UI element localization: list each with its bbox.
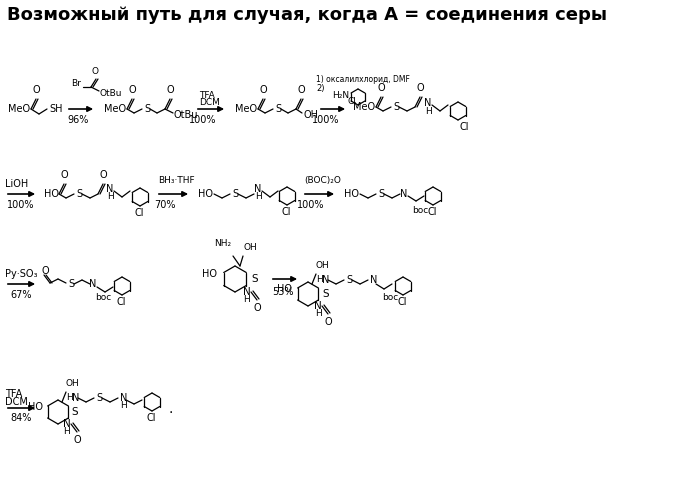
- Text: Cl: Cl: [427, 207, 437, 217]
- Text: N: N: [72, 393, 80, 403]
- Text: 84%: 84%: [10, 413, 31, 423]
- Text: 70%: 70%: [154, 200, 175, 210]
- Text: S: S: [378, 189, 384, 199]
- Text: HO: HO: [198, 189, 213, 199]
- Text: boc: boc: [382, 294, 398, 303]
- Text: 2): 2): [316, 83, 324, 92]
- Text: BH₃·THF: BH₃·THF: [158, 175, 194, 184]
- Text: HO: HO: [44, 189, 59, 199]
- Text: .: .: [168, 402, 173, 416]
- Text: MeO: MeO: [104, 104, 126, 114]
- Text: S: S: [346, 275, 352, 285]
- Text: Возможный путь для случая, когда А = соединения серы: Возможный путь для случая, когда А = сое…: [7, 6, 607, 24]
- Text: H: H: [254, 192, 261, 201]
- Text: Cl: Cl: [146, 413, 156, 423]
- Text: Cl: Cl: [397, 297, 407, 307]
- Text: N: N: [120, 393, 127, 403]
- Text: O: O: [416, 83, 424, 93]
- Text: O: O: [253, 303, 261, 313]
- Text: S: S: [71, 407, 78, 417]
- Text: TFA: TFA: [5, 389, 22, 399]
- Text: S: S: [96, 393, 102, 403]
- Text: 1) оксалилхлорид, DMF: 1) оксалилхлорид, DMF: [316, 75, 410, 83]
- Text: O: O: [166, 85, 174, 95]
- Text: HO: HO: [277, 284, 292, 294]
- Text: H: H: [120, 400, 127, 410]
- Text: S: S: [275, 104, 281, 114]
- Text: N: N: [106, 184, 114, 194]
- Text: H: H: [424, 106, 431, 115]
- Text: S: S: [68, 279, 74, 289]
- Text: O: O: [128, 85, 136, 95]
- Text: Py·SO₃: Py·SO₃: [5, 269, 38, 279]
- Text: OH: OH: [243, 243, 257, 252]
- Text: Cl: Cl: [348, 96, 357, 105]
- Text: 100%: 100%: [189, 115, 217, 125]
- Text: Cl: Cl: [134, 208, 144, 218]
- Text: O: O: [297, 85, 305, 95]
- Text: H: H: [244, 295, 250, 304]
- Text: N: N: [254, 184, 261, 194]
- Text: H: H: [315, 308, 322, 318]
- Text: H: H: [66, 394, 73, 402]
- Text: N: N: [243, 287, 251, 297]
- Text: DCM: DCM: [199, 98, 220, 106]
- Text: OH: OH: [303, 110, 318, 120]
- Text: OtBu: OtBu: [174, 110, 199, 120]
- Text: N: N: [424, 98, 432, 108]
- Text: O: O: [42, 266, 50, 276]
- Text: S: S: [322, 289, 329, 299]
- Text: 96%: 96%: [67, 115, 89, 125]
- Text: HO: HO: [344, 189, 359, 199]
- Text: LiOH: LiOH: [5, 179, 28, 189]
- Text: H: H: [316, 275, 323, 285]
- Text: N: N: [322, 275, 329, 285]
- Text: N: N: [314, 301, 322, 311]
- Text: OH: OH: [316, 261, 330, 270]
- Text: SH: SH: [49, 104, 62, 114]
- Text: O: O: [259, 85, 267, 95]
- Text: 100%: 100%: [312, 115, 340, 125]
- Text: MeO: MeO: [8, 104, 30, 114]
- Text: OH: OH: [66, 379, 80, 388]
- Text: S: S: [393, 102, 399, 112]
- Text: HO: HO: [28, 402, 43, 412]
- Text: S: S: [251, 274, 258, 284]
- Text: 53%: 53%: [272, 287, 294, 297]
- Text: H₂N: H₂N: [332, 91, 349, 100]
- Text: H: H: [107, 192, 113, 201]
- Text: O: O: [324, 317, 332, 327]
- Text: O: O: [60, 170, 68, 180]
- Text: S: S: [144, 104, 150, 114]
- Text: O: O: [377, 83, 385, 93]
- Text: S: S: [76, 189, 82, 199]
- Text: N: N: [89, 279, 96, 289]
- Text: 100%: 100%: [7, 200, 35, 210]
- Text: 100%: 100%: [297, 200, 325, 210]
- Text: boc: boc: [95, 294, 111, 303]
- Text: S: S: [232, 189, 238, 199]
- Text: OtBu: OtBu: [100, 89, 122, 98]
- Text: H: H: [64, 426, 71, 435]
- Text: O: O: [99, 170, 107, 180]
- Text: (BOC)₂O: (BOC)₂O: [304, 175, 341, 184]
- Text: DCM: DCM: [5, 397, 28, 407]
- Text: N: N: [370, 275, 377, 285]
- Text: HO: HO: [202, 269, 217, 279]
- Text: O: O: [73, 435, 81, 445]
- Text: boc: boc: [412, 205, 428, 215]
- Text: N: N: [401, 189, 408, 199]
- Text: 67%: 67%: [10, 290, 31, 300]
- Text: TFA: TFA: [199, 91, 215, 100]
- Text: MeO: MeO: [353, 102, 375, 112]
- Text: O: O: [32, 85, 40, 95]
- Text: O: O: [92, 67, 99, 76]
- Text: NH₂: NH₂: [214, 239, 231, 248]
- Text: N: N: [63, 419, 71, 429]
- Text: MeO: MeO: [235, 104, 257, 114]
- Text: Cl: Cl: [459, 122, 469, 132]
- Text: Cl: Cl: [116, 297, 126, 307]
- Text: Cl: Cl: [281, 207, 291, 217]
- Text: Br: Br: [71, 79, 81, 88]
